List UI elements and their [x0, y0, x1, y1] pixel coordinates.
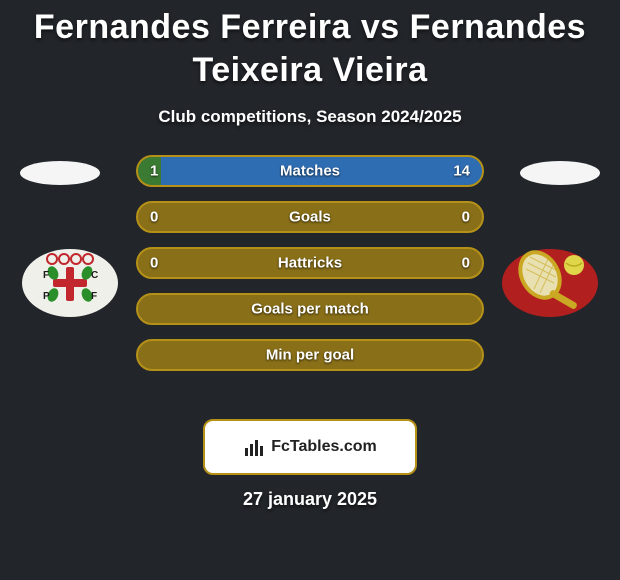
- stat-bar: 00Hattricks: [136, 247, 484, 279]
- stat-bars: 114Matches 00Goals 00Hattricks Goals per ma…: [136, 155, 484, 385]
- svg-text:F: F: [43, 270, 49, 281]
- chart-icon: [243, 436, 265, 458]
- svg-text:C: C: [91, 270, 98, 281]
- player-right-ellipse: [520, 161, 600, 185]
- stat-label: Goals per match: [138, 301, 482, 318]
- subtitle: Club competitions, Season 2024/2025: [0, 107, 620, 127]
- stat-bar: Goals per match: [136, 293, 484, 325]
- stat-bar: 00Goals: [136, 201, 484, 233]
- comparison-date: 27 january 2025: [0, 489, 620, 510]
- stat-bar: 114Matches: [136, 155, 484, 187]
- comparison-arena: F C P F 114Matches 00Goals 00Hattricks Goal…: [0, 155, 620, 415]
- brand-badge[interactable]: FcTables.com: [203, 419, 417, 475]
- stat-label: Hattricks: [138, 255, 482, 272]
- brand-text: FcTables.com: [271, 438, 377, 456]
- svg-text:F: F: [91, 291, 97, 302]
- player-left-ellipse: [20, 161, 100, 185]
- page-title: Fernandes Ferreira vs Fernandes Teixeira…: [0, 0, 620, 91]
- club-logo-left: F C P F: [20, 233, 120, 319]
- stat-label: Goals: [138, 209, 482, 226]
- club-logo-right: [500, 233, 600, 319]
- svg-text:P: P: [43, 291, 50, 302]
- stat-bar: Min per goal: [136, 339, 484, 371]
- stat-label: Min per goal: [138, 347, 482, 364]
- stat-label: Matches: [138, 163, 482, 180]
